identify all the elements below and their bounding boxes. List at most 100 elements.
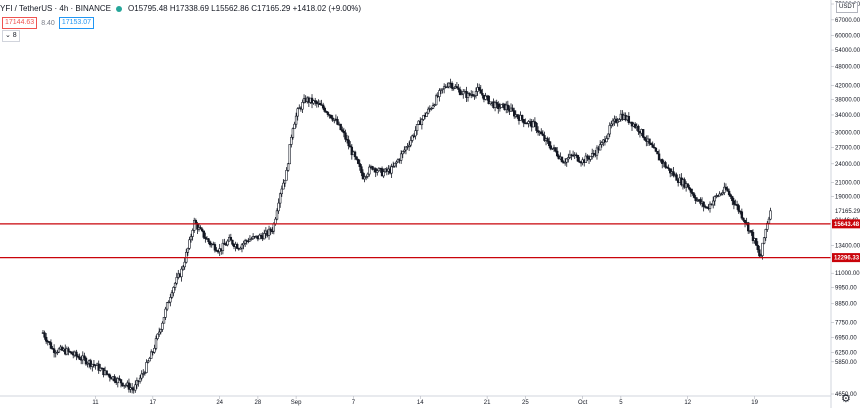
candle-body	[329, 114, 333, 119]
candle	[167, 300, 170, 304]
candle-body	[532, 121, 535, 128]
candle-body	[339, 123, 342, 131]
candle-body	[193, 220, 196, 231]
candle	[611, 118, 615, 127]
candle-body	[293, 123, 296, 130]
candle	[527, 120, 530, 128]
candle	[511, 104, 514, 112]
candle-body	[282, 182, 285, 190]
candle	[664, 160, 667, 169]
candle-body	[431, 105, 435, 109]
candle-body	[358, 163, 361, 168]
candle	[535, 122, 538, 134]
candle	[52, 344, 56, 358]
candle	[393, 162, 397, 168]
candle	[48, 341, 51, 346]
candle	[294, 112, 298, 128]
candle	[565, 157, 568, 167]
candle-body	[608, 125, 611, 135]
symbol-title[interactable]: YFI / TetherUS · 4h · BINANCE	[0, 4, 111, 13]
time-axis: 11 17 24 28 Sep 7 14 21 25 Oct 5 12 19	[92, 396, 759, 406]
candle-body	[661, 159, 664, 164]
candle	[718, 191, 721, 197]
spread-value: 8.40	[41, 19, 55, 27]
candle	[532, 119, 535, 128]
candle-body	[67, 348, 70, 352]
candle-body	[477, 87, 481, 91]
candle-body	[170, 292, 174, 298]
candle	[248, 235, 252, 242]
candle-body	[446, 86, 449, 88]
candle-body	[540, 131, 543, 135]
candle	[554, 147, 557, 153]
candle	[726, 186, 729, 192]
sell-button[interactable]: 17144.63	[2, 17, 38, 29]
candle-body	[723, 186, 726, 193]
candle-body	[758, 249, 761, 257]
candle	[229, 233, 233, 241]
level-label-value: 15643.48	[834, 222, 860, 228]
candle	[49, 339, 53, 350]
candle	[347, 135, 350, 150]
x-tick-label: 5	[619, 400, 623, 406]
buy-button[interactable]: 17153.07	[58, 17, 95, 29]
candle-body	[377, 167, 381, 172]
candle	[259, 233, 263, 239]
candle	[91, 363, 94, 372]
candle-body	[627, 115, 631, 123]
candle	[548, 137, 551, 149]
candle-body	[407, 144, 411, 147]
y-tick-label: 13400.00	[835, 244, 860, 250]
candle-body	[91, 363, 94, 367]
candle	[500, 104, 503, 108]
candle	[711, 196, 715, 209]
candle	[516, 114, 519, 120]
candle-body	[606, 133, 610, 139]
candle-body	[584, 155, 588, 163]
candle-body	[395, 161, 398, 164]
candle-body	[130, 387, 134, 390]
candle-body	[301, 102, 304, 110]
candle-body	[522, 119, 525, 124]
currency-button[interactable]: USDT	[836, 2, 859, 13]
candle-body	[229, 237, 233, 241]
candle	[84, 356, 88, 366]
candle-body	[511, 107, 514, 111]
candle	[280, 185, 283, 197]
candle	[341, 126, 344, 133]
candle-body	[654, 147, 658, 152]
candle	[76, 353, 80, 359]
candle-body	[493, 102, 497, 108]
candle-body	[605, 138, 608, 143]
candle-body	[374, 168, 377, 173]
candle-body	[455, 86, 459, 89]
candle	[751, 229, 755, 244]
last-price-value: 17165.29	[835, 209, 860, 215]
candle-body	[438, 90, 441, 97]
candle-body	[142, 373, 145, 375]
x-tick-label: 12	[684, 400, 691, 406]
candle	[118, 375, 121, 381]
candle-body	[404, 146, 408, 151]
candle	[471, 90, 475, 98]
candle-body	[202, 230, 205, 238]
candle-body	[140, 373, 143, 379]
candle-body	[433, 104, 436, 106]
candle-body	[240, 244, 244, 249]
candle	[540, 128, 543, 135]
candle-body	[108, 374, 112, 378]
x-tick-label: 21	[484, 400, 491, 406]
candle-body	[551, 148, 554, 150]
candle-body	[460, 93, 463, 95]
candle	[495, 99, 498, 109]
candle	[326, 111, 330, 118]
candle-body	[267, 228, 271, 236]
indicator-toggle-button[interactable]: ⌄ 8	[2, 30, 20, 42]
gear-icon[interactable]: ⚙	[841, 393, 851, 405]
candle	[721, 189, 724, 196]
y-tick-label: 5850.00	[835, 360, 857, 366]
candle	[699, 197, 702, 206]
candle	[708, 201, 712, 213]
